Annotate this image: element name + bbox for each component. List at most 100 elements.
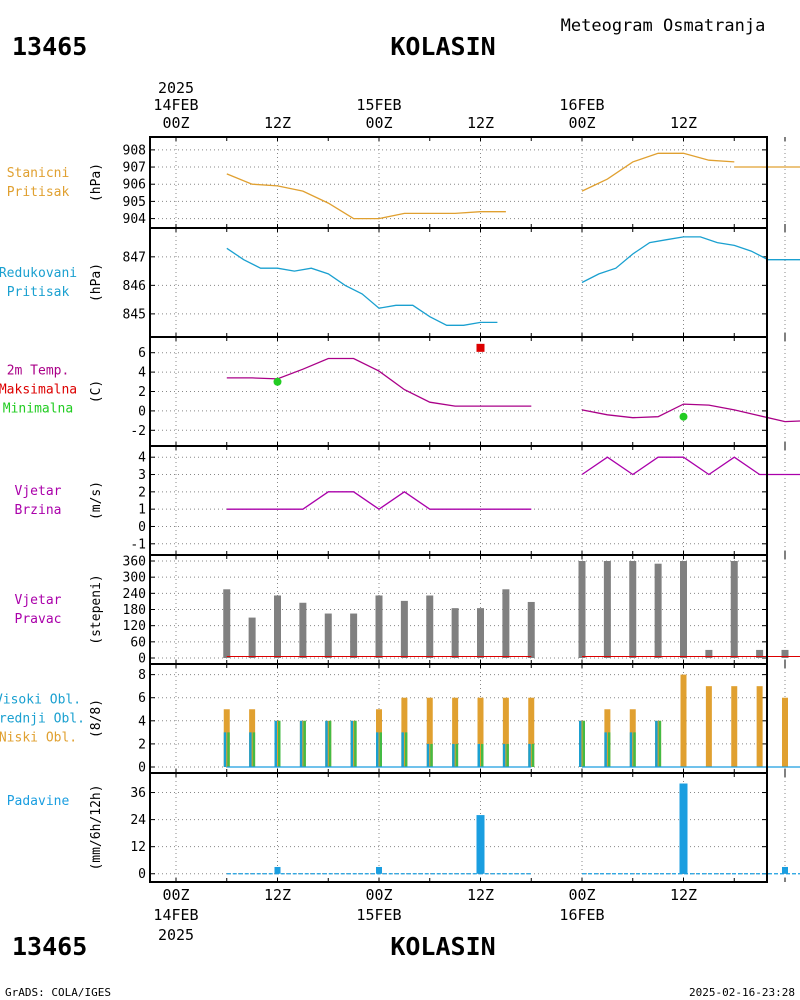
panel-title-line: Niski Obl. [0,731,77,746]
series-line [581,152,735,192]
panel-frame [149,136,768,229]
day-label-bottom: 16FEB [559,906,604,924]
y-tick-label: 4 [138,714,146,729]
y-tick-label: 0 [138,761,146,776]
high-cloud-bar [477,743,480,767]
panel-title-line: Vjetar [15,593,62,608]
mid-cloud-bar [227,732,230,767]
low-cloud-bar [426,697,433,767]
y-tick-label: 120 [123,619,146,634]
low-cloud-bar [376,709,382,767]
station-name-bottom: KOLASIN [390,932,495,961]
series-line [226,173,506,220]
credit-text: GrADS: COLA/IGES [5,986,111,999]
high-cloud-bar [426,743,430,767]
mid-cloud-bar [430,743,433,767]
panel-cloud_cover: 0 2 4 6 8 (8/8) Visoki Obl. Srednji Obl. Niski O… [0,663,800,776]
series-line [581,456,800,476]
series-line [226,491,532,510]
panel-temperature: -2 0 2 4 6 (C) 2m Temp. Maksimalna Minimalna [0,336,800,447]
low-cloud-bar [756,686,763,767]
series-line [581,403,800,423]
panel-frame [149,227,768,338]
y-tick-label: 904 [123,212,147,227]
hour-label-top: 00Z [365,114,392,132]
panel-title-line: Pritisak [7,285,70,300]
high-cloud-bar [325,720,328,767]
mid-cloud-bar [506,743,509,767]
direction-bar [248,617,256,658]
y-tick-label: 0 [138,867,146,882]
direction-bar [629,561,637,658]
panel-title-line: Padavine [7,794,70,809]
precip-bar [679,783,688,874]
hour-label-top: 00Z [568,114,595,132]
station-name-top: KOLASIN [390,32,495,61]
y-tick-label: -2 [130,424,146,439]
direction-bar [426,595,434,658]
low-cloud-bar [249,709,256,767]
low-cloud-bar [680,674,687,767]
y-tick-label: 2 [138,737,146,752]
y-axis-label: (hPa) [89,163,104,202]
precip-bar [376,866,382,874]
mid-cloud-bar [404,732,408,767]
y-tick-label: 300 [123,571,146,586]
hour-label-top: 12Z [264,114,291,132]
y-axis-label: (stepeni) [89,574,104,644]
mid-cloud-bar [582,720,585,767]
panel-title-line: Stanicni [7,166,70,181]
low-cloud-bar [299,720,306,767]
mid-cloud-bar [633,732,636,767]
panel-reduced_pressure: 845 846 847 (hPa) Redukovani Pritisak [0,227,800,338]
high-cloud-bar [350,720,354,767]
tmin-marker [679,412,688,421]
direction-bar [375,595,383,658]
y-tick-label: 180 [123,603,146,618]
high-cloud-bar [502,743,506,767]
panel-title-line: Redukovani [0,266,77,281]
y-tick-label: -1 [130,537,146,552]
hour-label-bottom: 12Z [670,886,697,904]
y-tick-label: 4 [138,366,146,381]
direction-bar [274,595,281,658]
mid-cloud-bar [481,743,484,767]
y-tick-label: 24 [130,813,146,828]
y-tick-label: 905 [123,195,146,210]
top-year-label: 2025 [158,79,194,97]
day-label-top: 14FEB [153,96,198,114]
panel-station_pressure: 904 905 906 907 908 (hPa) Stanicni Pritisak [7,136,800,229]
y-axis-label: (hPa) [89,263,104,302]
direction-bar [654,563,662,658]
direction-bar [400,600,408,658]
y-tick-label: 240 [123,587,146,602]
y-tick-label: 847 [123,250,146,265]
low-cloud-bar [579,720,585,767]
precip-bar [476,815,485,874]
low-cloud-bar [325,720,332,767]
y-axis-label: (mm/6h/12h) [89,784,104,870]
y-axis-label: (C) [89,380,104,403]
y-tick-label: 3 [138,468,146,483]
y-tick-label: 0 [138,652,146,667]
direction-bar [680,561,687,658]
low-cloud-bar [528,697,535,767]
panel-title-line: Minimalna [3,402,73,417]
hour-label-bottom: 00Z [365,886,392,904]
high-cloud-bar [579,720,582,767]
y-tick-label: 846 [123,279,146,294]
low-cloud-bar [629,709,636,767]
high-cloud-bar [604,732,607,767]
high-cloud-bar [274,720,277,767]
high-cloud-bar [528,743,531,767]
y-tick-label: 360 [123,555,146,570]
low-cloud-bar [477,697,484,767]
low-cloud-bar [782,697,788,767]
panel-precipitation: 0 12 24 36 (mm/6h/12h) Padavine [7,772,800,883]
y-tick-label: 2 [138,385,146,400]
y-tick-label: 0 [138,520,146,535]
high-cloud-bar [629,732,633,767]
day-label-bottom: 15FEB [356,906,401,924]
